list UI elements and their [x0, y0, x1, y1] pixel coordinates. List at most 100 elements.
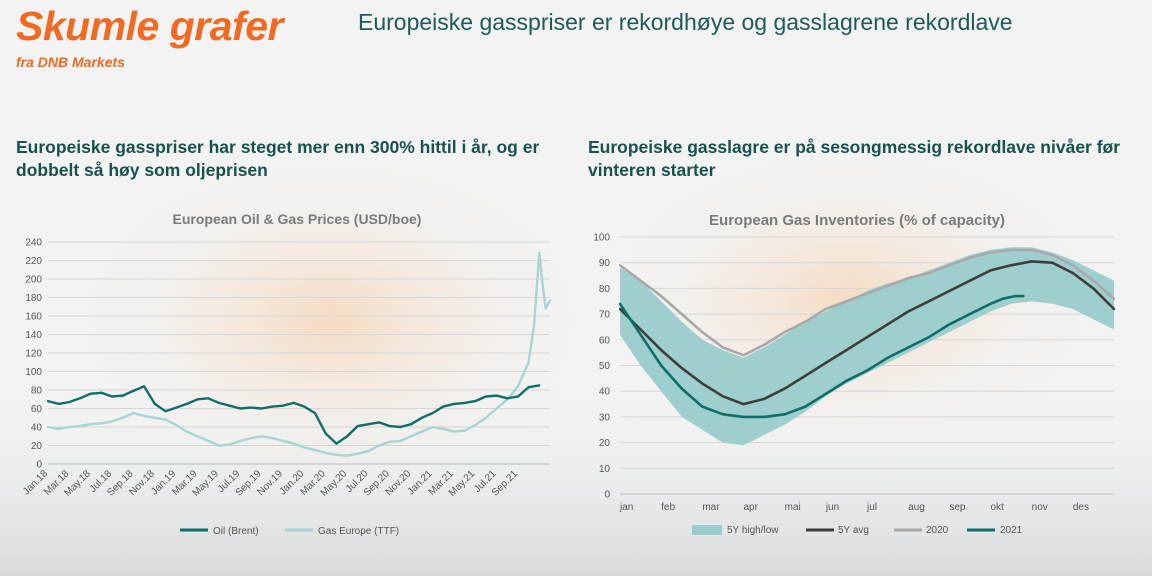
data-point [548, 299, 552, 302]
data-point [762, 415, 766, 419]
data-point [948, 323, 951, 326]
y-tick-label: 40 [599, 387, 611, 398]
data-point [164, 418, 167, 421]
data-point [292, 401, 295, 404]
data-point [1092, 287, 1095, 290]
data-point [968, 256, 972, 259]
data-point [927, 300, 930, 303]
data-point [420, 416, 423, 419]
data-point [410, 423, 413, 426]
data-point [1030, 248, 1033, 252]
data-point [335, 453, 338, 456]
x-tick-label: sep [949, 502, 966, 513]
legend-label-gas: Gas Europe (TTF) [318, 526, 399, 537]
data-point [260, 407, 263, 410]
data-point [143, 414, 146, 417]
data-point [804, 320, 807, 323]
data-point [1022, 294, 1025, 298]
data-point [527, 386, 530, 389]
data-point [516, 385, 520, 388]
y-tick-label: 120 [25, 349, 42, 360]
data-point [367, 450, 370, 453]
data-point [442, 405, 445, 408]
y-tick-label: 0 [604, 490, 610, 501]
x-tick-label: okt [991, 502, 1005, 513]
data-point [680, 366, 683, 370]
data-point [303, 405, 306, 408]
data-point [313, 412, 317, 415]
data-point [388, 440, 391, 443]
right-panel-heading: Europeiske gasslagre er på sesongmessig … [588, 137, 1121, 180]
data-point [175, 424, 178, 427]
data-point [865, 336, 869, 339]
data-point [153, 416, 156, 419]
y-tick-label: 70 [599, 310, 611, 321]
data-point [865, 292, 869, 295]
data-point [783, 330, 786, 334]
data-point [100, 422, 103, 425]
x-tick-label: aug [908, 502, 925, 513]
data-point [1071, 264, 1075, 267]
data-point [399, 425, 402, 429]
data-point [313, 449, 317, 452]
data-point [1030, 260, 1033, 263]
data-point [618, 307, 622, 311]
data-point [721, 413, 725, 416]
data-point [324, 451, 327, 454]
y-tick-label: 80 [599, 284, 611, 295]
data-point [484, 416, 487, 419]
data-point [356, 452, 359, 455]
data-point [143, 385, 146, 388]
data-point [824, 307, 827, 311]
x-tick-label: jun [825, 502, 839, 513]
series-gas [46, 251, 552, 457]
data-point [701, 330, 704, 334]
series-5y-avg [618, 260, 1116, 406]
data-point [68, 425, 71, 429]
data-point [1092, 279, 1095, 282]
data-point [68, 400, 71, 404]
data-point [111, 420, 114, 423]
legend-label-oil: Oil (Brent) [213, 526, 259, 537]
data-point [527, 361, 530, 364]
data-point [46, 400, 50, 403]
chart-series [618, 247, 1116, 446]
data-point [762, 343, 766, 347]
series-2021 [618, 294, 1025, 419]
data-point [217, 444, 220, 447]
data-point [1071, 271, 1075, 275]
x-tick-label: mar [702, 502, 720, 513]
data-point [886, 284, 889, 287]
series-oil [46, 384, 541, 445]
data-point [907, 310, 910, 313]
data-point [46, 425, 50, 429]
data-point [217, 401, 220, 404]
data-point [228, 443, 231, 446]
data-point [948, 264, 951, 267]
data-point [907, 276, 910, 280]
data-point [164, 410, 167, 413]
data-point [153, 402, 156, 405]
y-tick-label: 200 [25, 275, 42, 286]
data-point [989, 251, 992, 254]
legend-label-2021: 2021 [1000, 525, 1023, 536]
data-point [281, 404, 285, 407]
data-point [207, 397, 210, 400]
data-point [804, 374, 807, 377]
data-point [452, 402, 455, 405]
data-point [783, 387, 786, 390]
y-tick-label: 80 [31, 386, 43, 397]
x-tick-label: feb [661, 502, 675, 513]
data-point [121, 394, 124, 397]
data-point [660, 348, 663, 352]
y-tick-label: 0 [36, 460, 42, 471]
band-5y-high-low [620, 247, 1114, 446]
data-point [249, 406, 252, 409]
data-point [680, 387, 683, 390]
data-point [907, 346, 910, 349]
data-point [721, 346, 725, 349]
y-tick-label: 60 [31, 404, 43, 415]
data-point [721, 395, 725, 398]
data-point [886, 323, 889, 326]
